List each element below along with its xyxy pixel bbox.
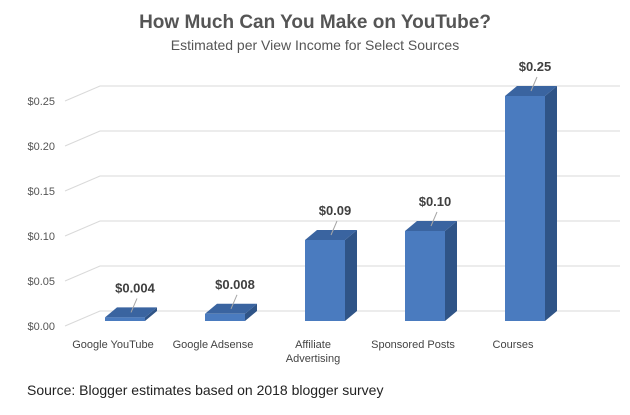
y-axis-tick-label: $0.15 xyxy=(27,186,55,198)
data-label-leader xyxy=(530,76,538,92)
bar-google-adsense xyxy=(205,303,257,321)
data-label-leader xyxy=(130,298,138,313)
chart-subtitle: Estimated per View Income for Select Sou… xyxy=(170,37,460,53)
data-label: $0.10 xyxy=(419,194,452,209)
bar-affiliate-advertising xyxy=(305,230,357,321)
y-axis-tick-label: $0.00 xyxy=(27,321,55,333)
data-label: $0.004 xyxy=(115,280,156,295)
chart-title: How Much Can You Make on YouTube? xyxy=(139,12,491,33)
source-note: Source: Blogger estimates based on 2018 … xyxy=(27,382,384,398)
data-label-leader xyxy=(230,294,238,309)
y-axis-tick-label: $0.20 xyxy=(27,141,55,153)
x-axis-category-label: Affiliate xyxy=(295,339,331,351)
data-label-leader xyxy=(330,220,338,236)
x-axis-category-label: Courses xyxy=(493,339,534,351)
x-axis-category-label: Advertising xyxy=(286,353,340,365)
x-axis-category-label: Google YouTube xyxy=(72,339,154,351)
bar-google-youtube xyxy=(105,307,157,321)
data-label: $0.25 xyxy=(519,59,552,74)
gridline xyxy=(64,130,620,147)
x-axis-category-label: Sponsored Posts xyxy=(371,339,455,351)
bar-courses xyxy=(505,86,557,321)
y-axis-tick-label: $0.05 xyxy=(27,276,55,288)
y-axis-tick-label: $0.25 xyxy=(27,96,55,108)
data-label: $0.09 xyxy=(319,203,352,218)
data-label: $0.008 xyxy=(215,277,255,292)
bar-sponsored-posts xyxy=(405,221,457,321)
gridline xyxy=(64,175,620,192)
data-label-leader xyxy=(430,211,438,227)
y-axis-tick-label: $0.10 xyxy=(27,231,55,243)
gridline xyxy=(64,85,620,102)
x-axis-category-label: Google Adsense xyxy=(173,339,254,351)
